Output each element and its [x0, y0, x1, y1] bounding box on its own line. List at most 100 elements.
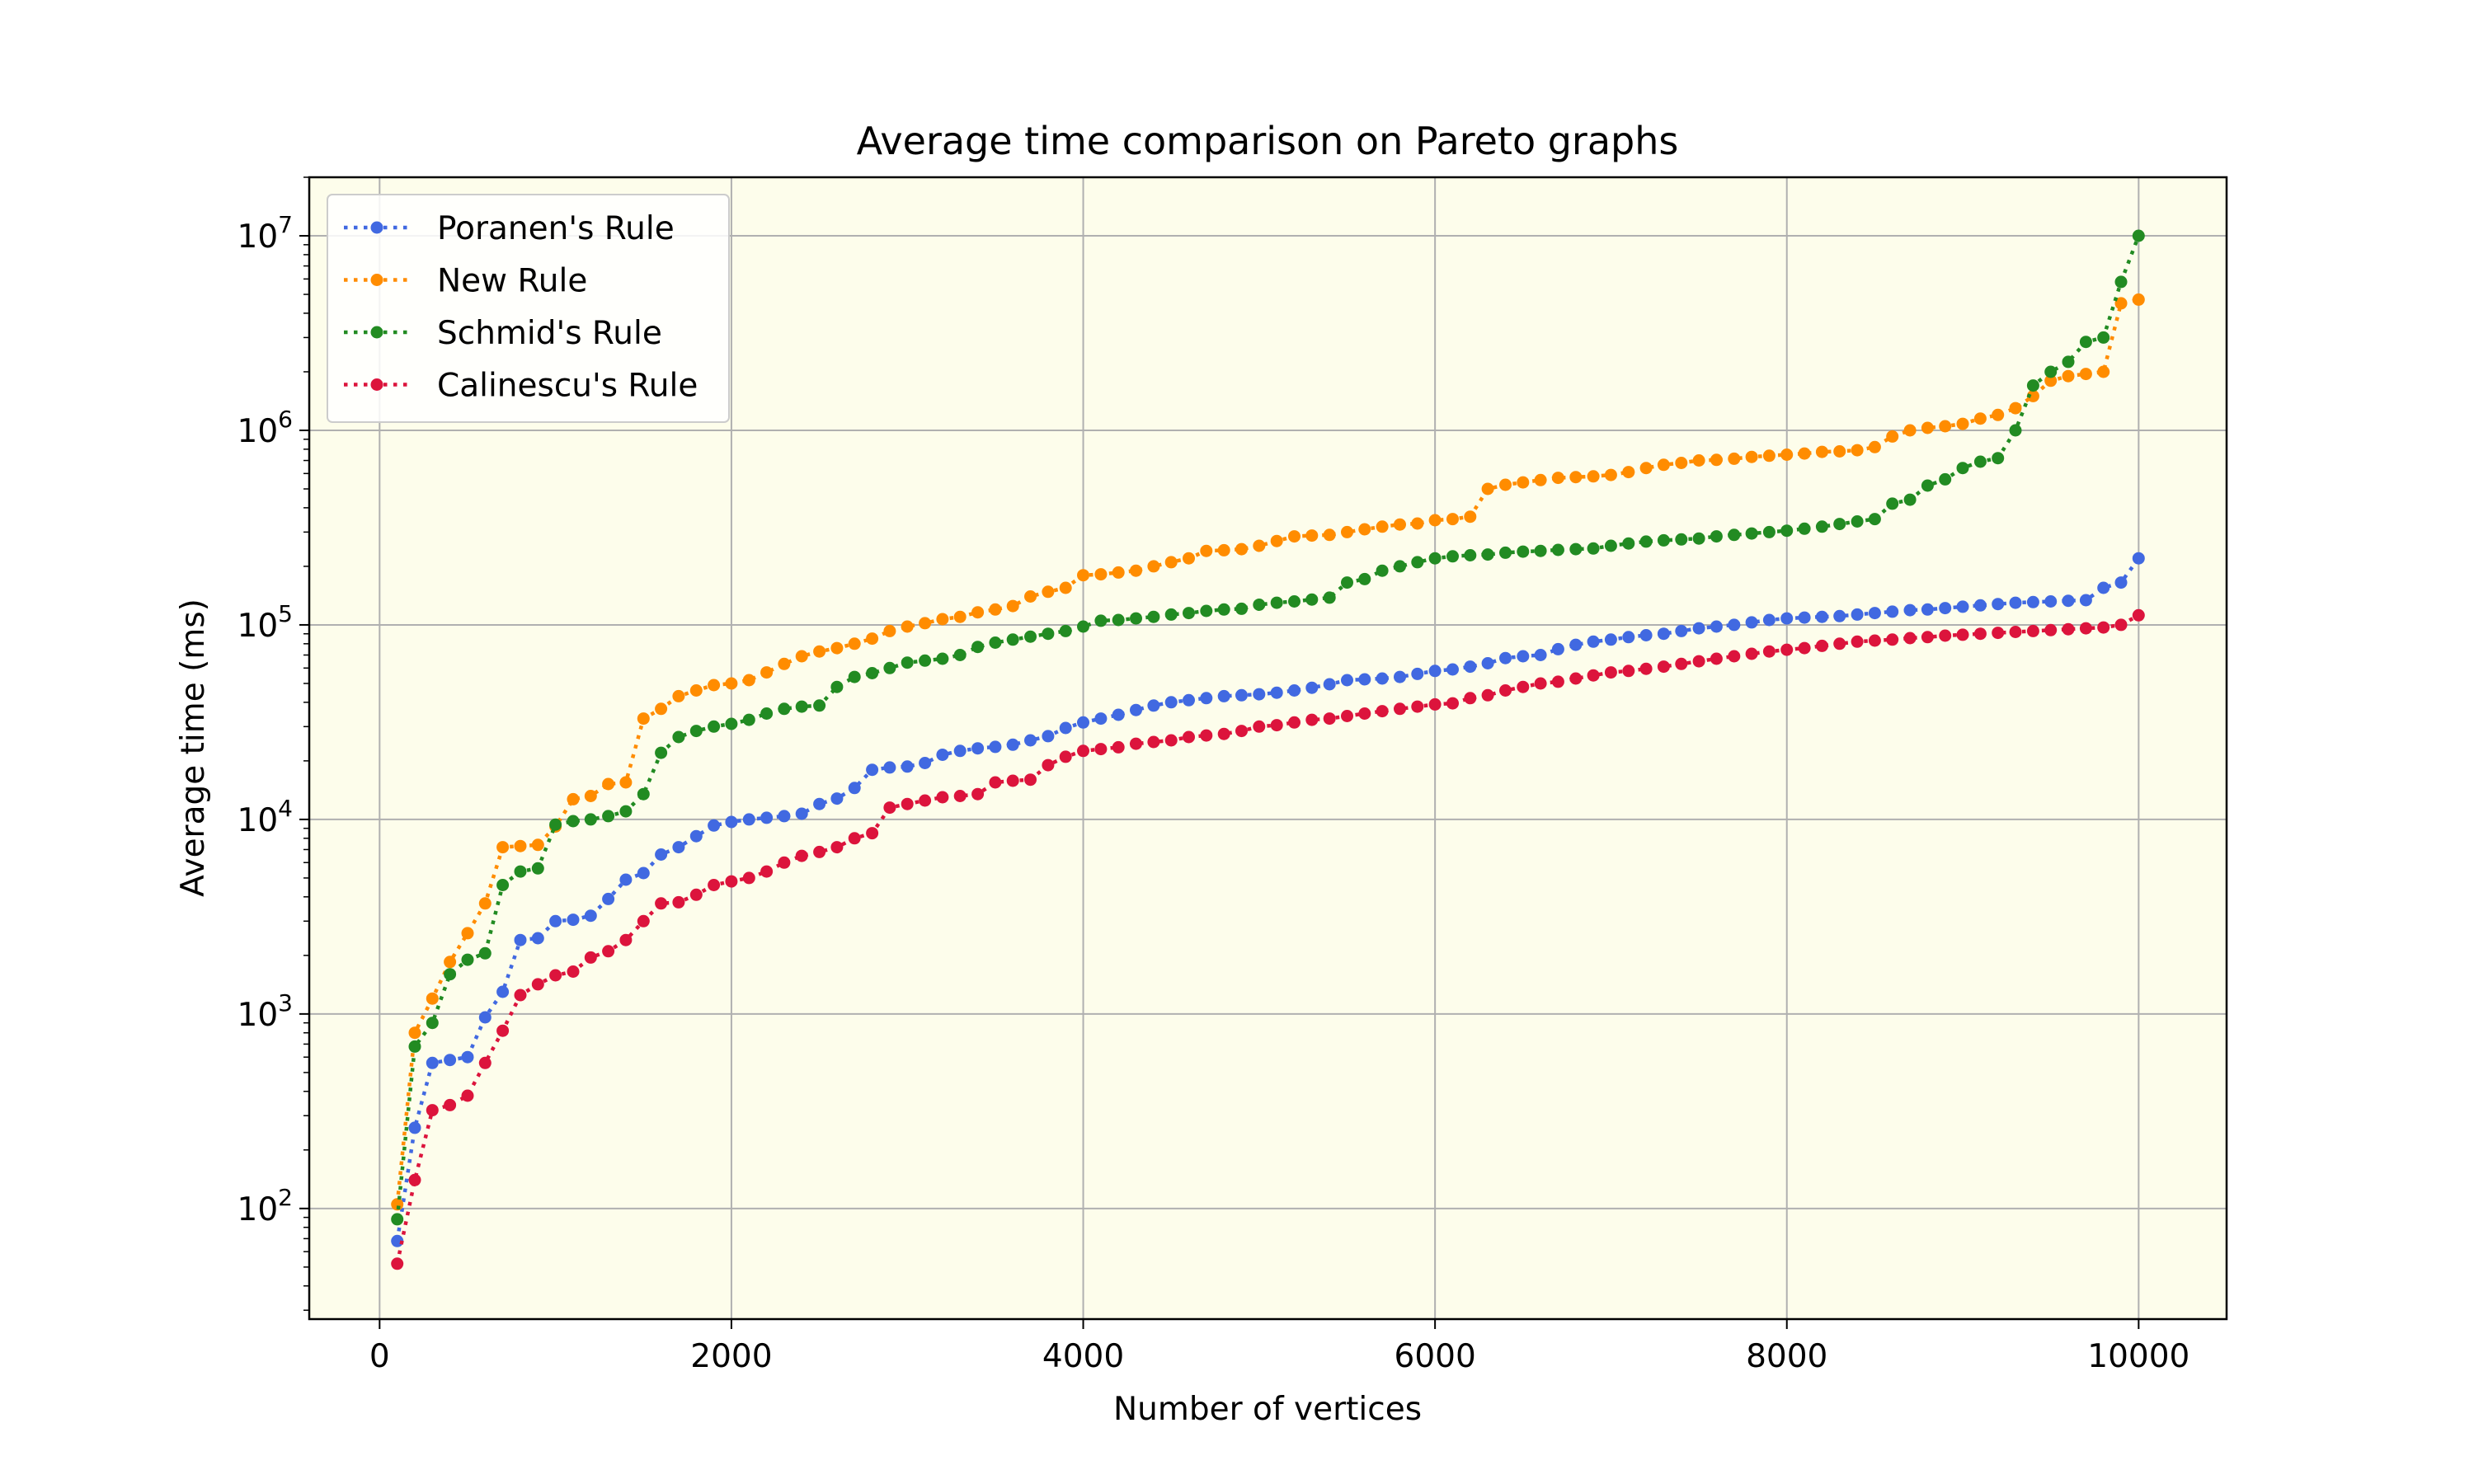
data-point	[2026, 595, 2039, 608]
data-point	[655, 702, 668, 716]
data-point	[1622, 631, 1635, 644]
data-point	[901, 797, 914, 810]
series-line	[395, 235, 2141, 1220]
data-point	[1341, 674, 1353, 687]
data-point	[1851, 635, 1864, 648]
data-point	[496, 1024, 510, 1037]
data-point	[1130, 703, 1142, 716]
y-axis-label: Average time (ms)	[175, 599, 212, 897]
data-point	[813, 845, 826, 858]
data-point	[2062, 355, 2075, 369]
data-point	[2114, 576, 2128, 589]
data-point	[971, 787, 985, 801]
data-point	[1217, 603, 1230, 616]
data-point	[1446, 663, 1459, 676]
data-point	[795, 807, 808, 820]
data-point	[919, 617, 932, 630]
data-point	[1728, 618, 1741, 632]
legend-swatch-marker	[370, 378, 383, 391]
data-point	[1657, 458, 1670, 472]
data-point	[1569, 672, 1583, 685]
data-point	[1411, 556, 1424, 569]
data-point	[655, 746, 668, 759]
data-point	[1200, 692, 1213, 705]
data-point	[1253, 720, 1266, 733]
data-point	[1358, 707, 1371, 720]
series-layer	[391, 229, 2145, 1270]
data-point	[989, 636, 1002, 649]
data-point	[1903, 424, 1917, 437]
data-point	[1833, 445, 1846, 458]
data-point	[901, 760, 914, 773]
data-point	[1956, 600, 1969, 613]
data-point	[391, 1213, 404, 1226]
x-axis: 0 2000 4000 6000 8000 10000	[369, 1319, 2189, 1375]
data-point	[1323, 528, 1336, 542]
data-point	[619, 873, 633, 886]
data-point	[1675, 624, 1688, 637]
data-point	[1939, 602, 1952, 615]
data-point	[1376, 705, 1389, 718]
legend-box	[327, 194, 730, 423]
data-point	[1341, 710, 1353, 722]
data-point	[637, 914, 650, 928]
data-point	[725, 815, 738, 829]
data-point	[1710, 453, 1723, 467]
data-point	[1587, 470, 1600, 483]
data-point	[1815, 445, 1828, 458]
data-point	[1270, 534, 1283, 547]
data-point	[1147, 735, 1160, 749]
data-point	[496, 841, 510, 854]
data-point	[1622, 537, 1635, 550]
data-point	[1499, 478, 1512, 491]
data-point	[549, 818, 562, 831]
data-point	[1358, 673, 1371, 686]
data-point	[1815, 639, 1828, 652]
data-point	[1728, 650, 1741, 663]
data-point	[602, 892, 615, 905]
data-point	[1569, 638, 1583, 651]
data-point	[2026, 379, 2039, 392]
data-point	[1657, 533, 1670, 547]
y-tick-label: 104	[238, 795, 293, 839]
data-point	[1464, 692, 1477, 705]
series-line	[395, 556, 2141, 1242]
data-point	[2009, 596, 2022, 609]
data-point	[1517, 650, 1530, 663]
data-point	[514, 933, 527, 946]
data-point	[866, 667, 879, 679]
data-point	[689, 829, 703, 843]
data-point	[1464, 660, 1477, 674]
data-point	[1692, 622, 1705, 635]
data-point	[1323, 712, 1336, 726]
series-new-rule	[391, 293, 2145, 1211]
legend-swatch-marker	[370, 274, 383, 286]
data-point	[1112, 613, 1125, 627]
series-line	[395, 613, 2140, 1265]
data-point	[1094, 568, 1108, 581]
data-point	[1042, 585, 1055, 599]
y-tick-label: 106	[238, 406, 293, 450]
data-point	[426, 1056, 439, 1069]
data-point	[1851, 444, 1864, 457]
data-point	[2079, 368, 2092, 381]
data-point	[1798, 641, 1811, 655]
data-point	[971, 641, 985, 654]
data-point	[1288, 684, 1300, 697]
data-point	[1921, 603, 1934, 616]
data-point	[1394, 702, 1406, 716]
data-point	[655, 897, 668, 910]
data-point	[619, 776, 633, 789]
data-point	[637, 866, 650, 880]
data-point	[514, 865, 527, 878]
data-point	[1921, 479, 1934, 492]
data-point	[1973, 627, 1987, 641]
data-point	[1939, 420, 1952, 433]
data-point	[1587, 635, 1600, 648]
x-tick-label: 8000	[1746, 1338, 1827, 1375]
data-point	[1780, 612, 1794, 625]
x-tick-label: 0	[369, 1338, 390, 1375]
data-point	[1059, 581, 1072, 594]
data-point	[901, 656, 914, 669]
legend-swatch-marker	[370, 221, 383, 234]
